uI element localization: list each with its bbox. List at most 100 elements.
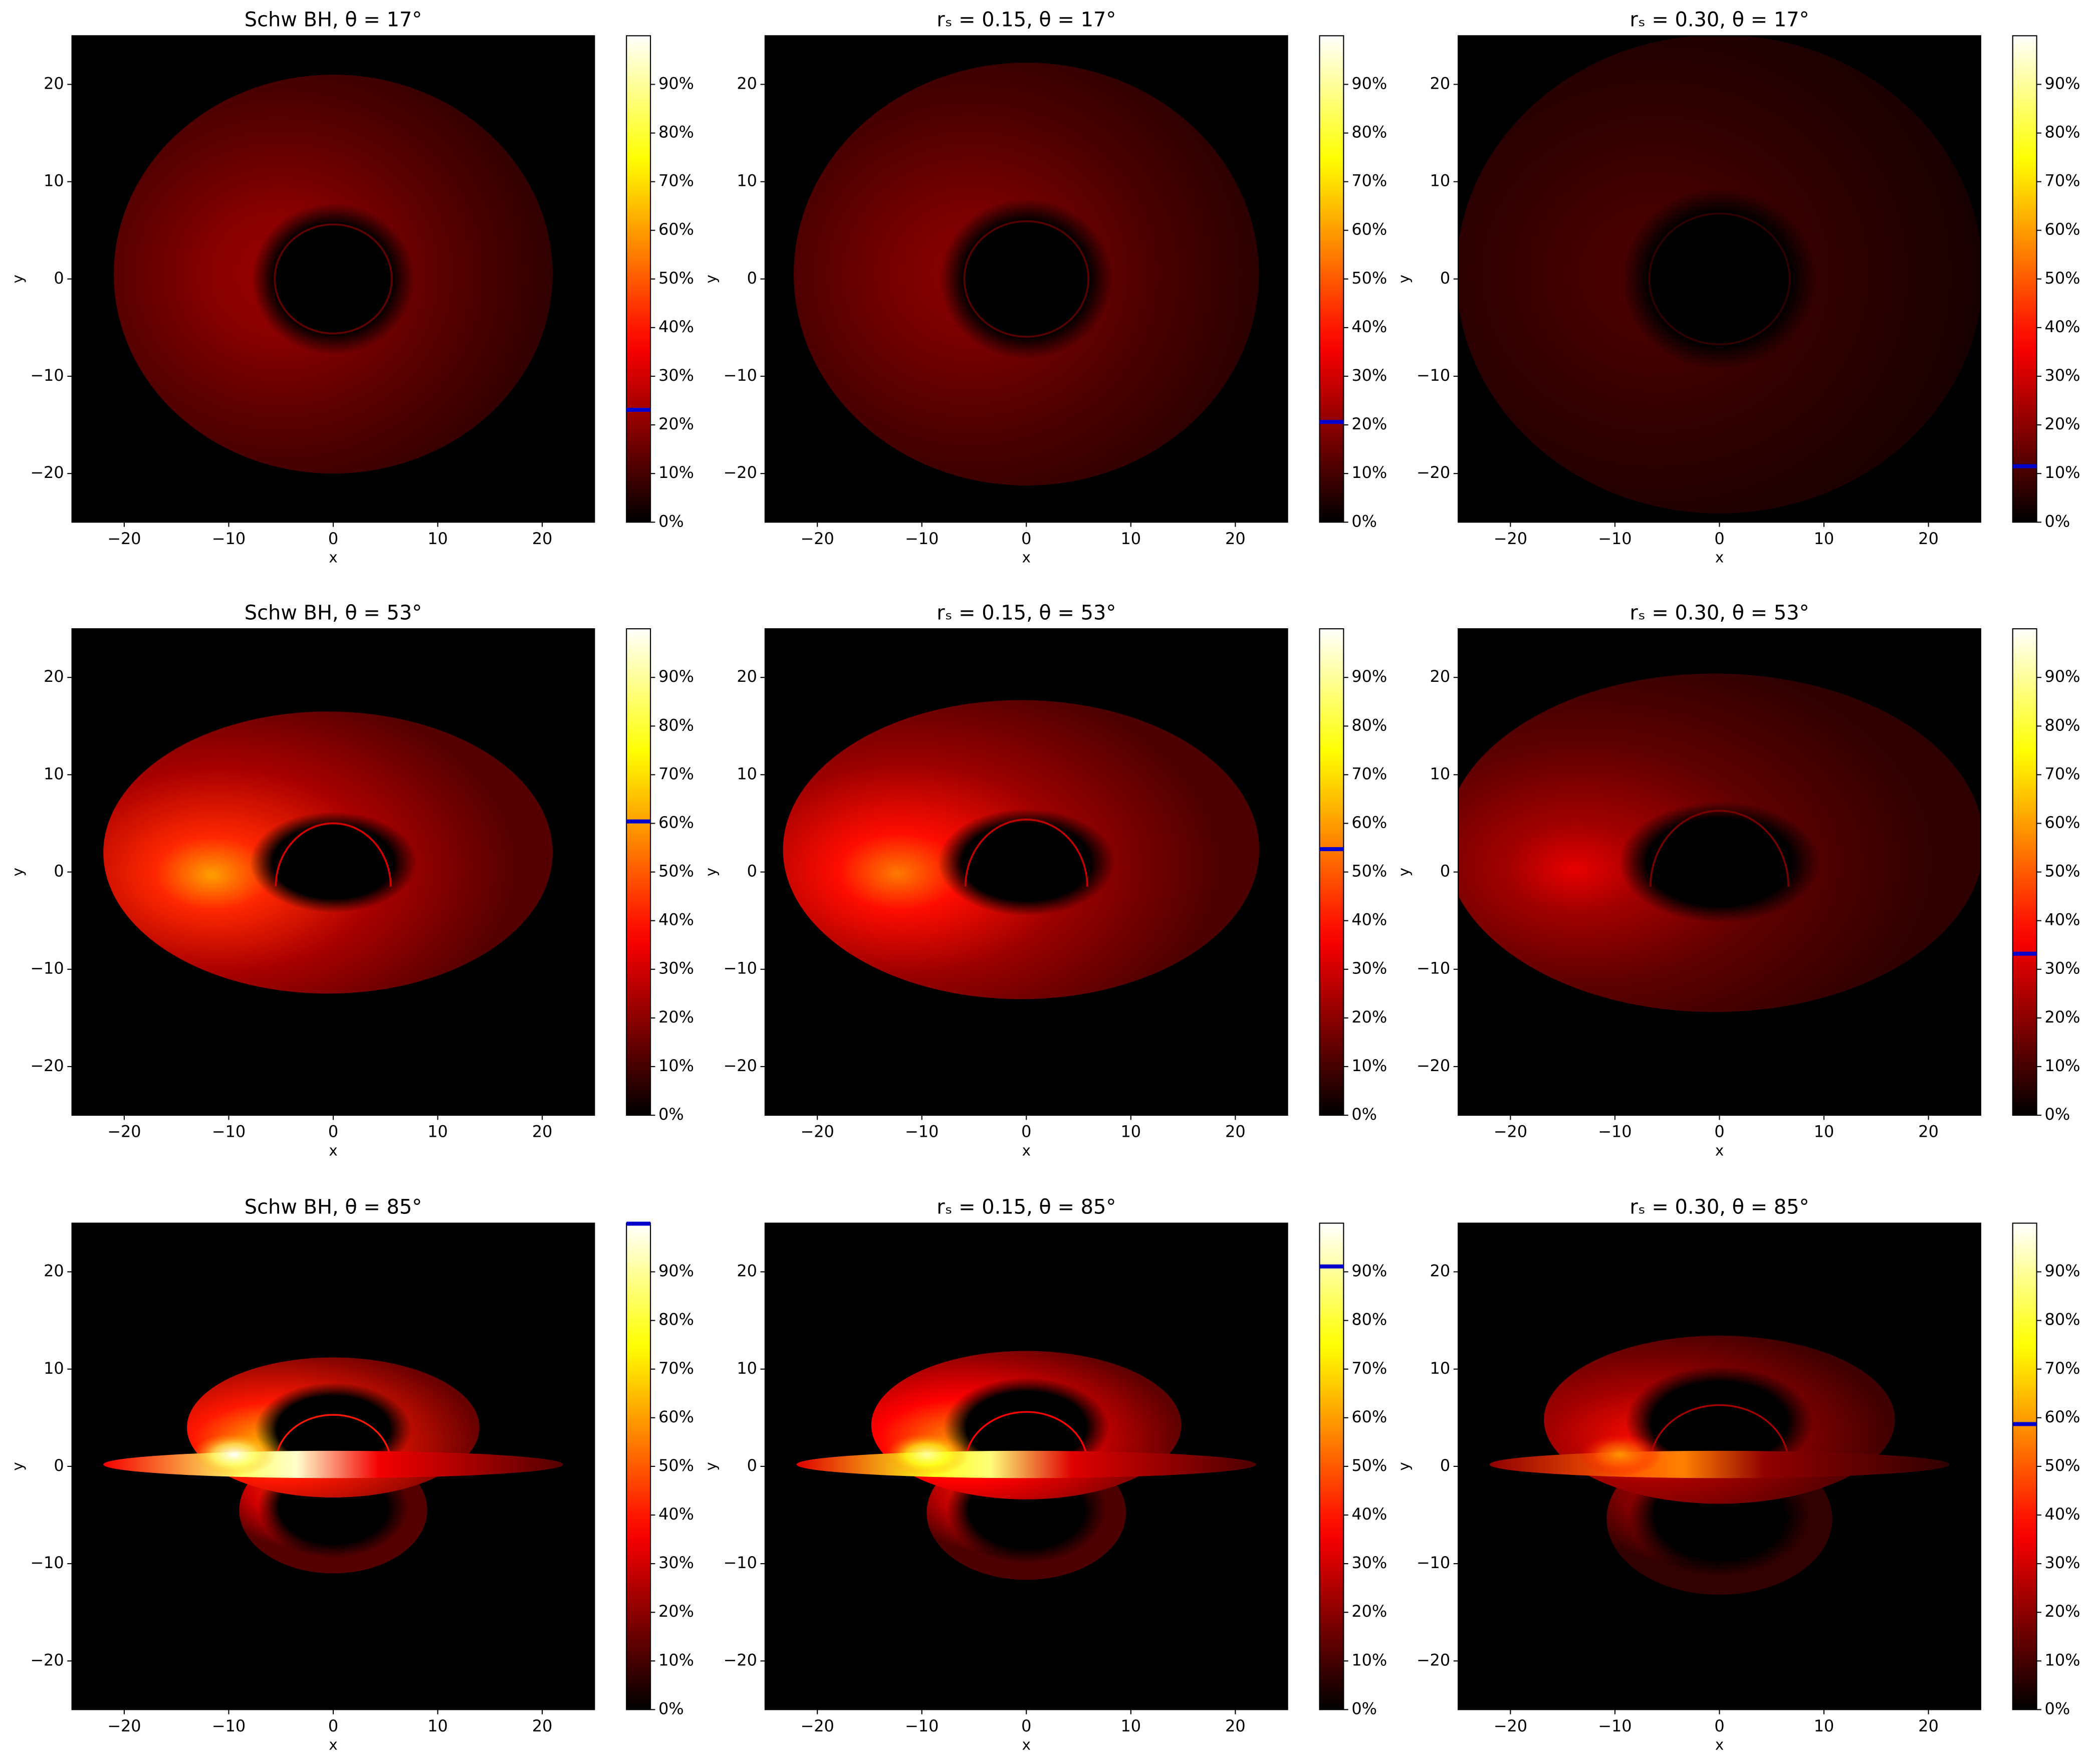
shadow [938, 809, 1115, 916]
y-tick-label: 10 [1430, 764, 1451, 783]
x-tick-label: 0 [328, 1716, 338, 1735]
x-tick-label: −10 [212, 529, 246, 548]
colorbar-tick-label: 70% [658, 1359, 694, 1378]
y-tick-label: 0 [1440, 1456, 1450, 1475]
x-tick-label: −10 [1598, 529, 1632, 548]
y-tick-label: −20 [30, 1650, 64, 1669]
x-axis-label: x [329, 549, 337, 566]
colorbar-tick-label: 20% [658, 414, 694, 433]
colorbar-tick-label: 90% [2045, 74, 2080, 93]
x-tick-label: 10 [427, 1122, 448, 1141]
image [114, 75, 553, 474]
colorbar-tick-label: 40% [1351, 317, 1387, 336]
y-tick-label: −20 [30, 463, 64, 482]
y-tick-label: 10 [737, 1359, 757, 1378]
panel: −20 −10 0 10 20 −20 −10 0 10 20 x y rₛ = 0.15, θ = 5… [703, 601, 1387, 1159]
y-tick-label: 10 [1430, 171, 1451, 190]
y-tick-label: −10 [724, 959, 757, 978]
y-tick-label: −10 [1417, 1553, 1450, 1572]
panel-title: rₛ = 0.15, θ = 85° [937, 1196, 1116, 1219]
colorbar-tick-label: 50% [658, 269, 694, 288]
y-tick-label: −10 [30, 959, 64, 978]
x-tick-label: −10 [1598, 1122, 1632, 1141]
x-axis-label: x [1715, 549, 1724, 566]
photon-ring [275, 1414, 392, 1464]
x-tick-label: −10 [212, 1122, 246, 1141]
upper-shadow [1625, 1366, 1814, 1478]
colorbar-tick-label: 50% [658, 862, 694, 881]
x-tick-label: −20 [107, 1716, 141, 1735]
colorbar-tick-label: 60% [658, 220, 694, 239]
colorbar-tick-label: 0% [658, 1105, 684, 1124]
x-tick-label: −10 [212, 1716, 246, 1735]
panel: −20 −10 0 10 20 −20 −10 0 10 20 x y rₛ = 0.30, θ = 5… [1396, 601, 2080, 1159]
image [796, 1351, 1257, 1580]
y-tick-label: 20 [1430, 667, 1451, 686]
colorbar-tick-label: 70% [2045, 764, 2080, 783]
x-tick-label: 10 [1814, 1716, 1834, 1735]
colorbar-tick-label: 40% [2045, 1504, 2080, 1524]
x-tick-label: 20 [532, 1122, 553, 1141]
colorbar-tick-label: 30% [2045, 959, 2080, 978]
y-tick-label: −10 [724, 1553, 757, 1572]
colorbar-tick-label: 80% [2045, 1310, 2080, 1329]
y-tick-label: 10 [44, 1359, 64, 1378]
x-tick-label: −20 [1494, 1716, 1527, 1735]
x-tick-label: 10 [427, 1716, 448, 1735]
colorbar-tick-label: 10% [658, 1650, 694, 1669]
colorbar-tick-label: 50% [1351, 862, 1387, 881]
disk-band [1489, 1450, 1950, 1478]
colorbar-tick-label: 10% [1351, 463, 1387, 482]
shadow [252, 203, 415, 355]
colorbar [1319, 35, 1344, 523]
colorbar-tick-label: 20% [658, 1007, 694, 1027]
y-axis-label: y [1396, 275, 1413, 283]
colorbar-tick-label: 40% [1351, 910, 1387, 929]
colorbar-tick-label: 90% [658, 667, 694, 686]
colorbar-tick-label: 80% [1351, 1310, 1387, 1329]
x-tick-label: 0 [1021, 1122, 1031, 1141]
x-tick-label: 0 [328, 1122, 338, 1141]
y-tick-label: −20 [724, 1650, 757, 1669]
colorbar [2012, 35, 2037, 523]
x-tick-label: −10 [905, 1122, 939, 1141]
colorbar-tick-label: 90% [2045, 1262, 2080, 1281]
colorbar-tick-label: 60% [2045, 1407, 2080, 1426]
colorbar-tick-label: 90% [1351, 74, 1387, 93]
y-axis-label: y [10, 868, 27, 876]
colorbar-tick-label: 40% [658, 910, 694, 929]
y-tick-label: 20 [737, 667, 757, 686]
colorbar-tick-label: 90% [658, 74, 694, 93]
colorbar-tick-label: 70% [2045, 1359, 2080, 1378]
x-tick-label: 10 [1814, 529, 1834, 548]
colorbar-tick-label: 20% [1351, 1007, 1387, 1027]
colorbar-tick-label: 50% [2045, 1456, 2080, 1475]
image [103, 1357, 563, 1574]
colorbar-tick-label: 20% [2045, 1602, 2080, 1621]
x-tick-label: 20 [1225, 529, 1246, 548]
panel-title: rₛ = 0.30, θ = 85° [1630, 1196, 1809, 1219]
colorbar-tick-label: 50% [658, 1456, 694, 1475]
x-tick-label: −20 [800, 529, 834, 548]
x-tick-label: 20 [1918, 1716, 1939, 1735]
y-tick-label: −10 [724, 366, 757, 385]
panel-title: rₛ = 0.15, θ = 53° [937, 601, 1116, 624]
hot-spot [1578, 1433, 1662, 1476]
colorbar-tick-label: 80% [2045, 123, 2080, 142]
colorbar-tick-label: 70% [1351, 171, 1387, 190]
y-tick-label: 10 [44, 171, 64, 190]
y-axis-label: y [10, 275, 27, 283]
colorbar-tick-label: 60% [658, 813, 694, 832]
disk-band [796, 1450, 1257, 1478]
colorbar-tick-label: 0% [658, 512, 684, 531]
y-tick-label: 0 [1440, 269, 1450, 288]
colorbar-tick-label: 30% [658, 959, 694, 978]
colorbar [626, 628, 651, 1116]
photon-ring [274, 223, 393, 335]
panel-title: Schw BH, θ = 53° [245, 601, 422, 624]
colorbar-tick-label: 60% [2045, 220, 2080, 239]
x-tick-label: −10 [905, 1716, 939, 1735]
colorbar-tick-label: 70% [1351, 764, 1387, 783]
x-tick-label: −20 [800, 1716, 834, 1735]
y-tick-label: −20 [1417, 1650, 1450, 1669]
